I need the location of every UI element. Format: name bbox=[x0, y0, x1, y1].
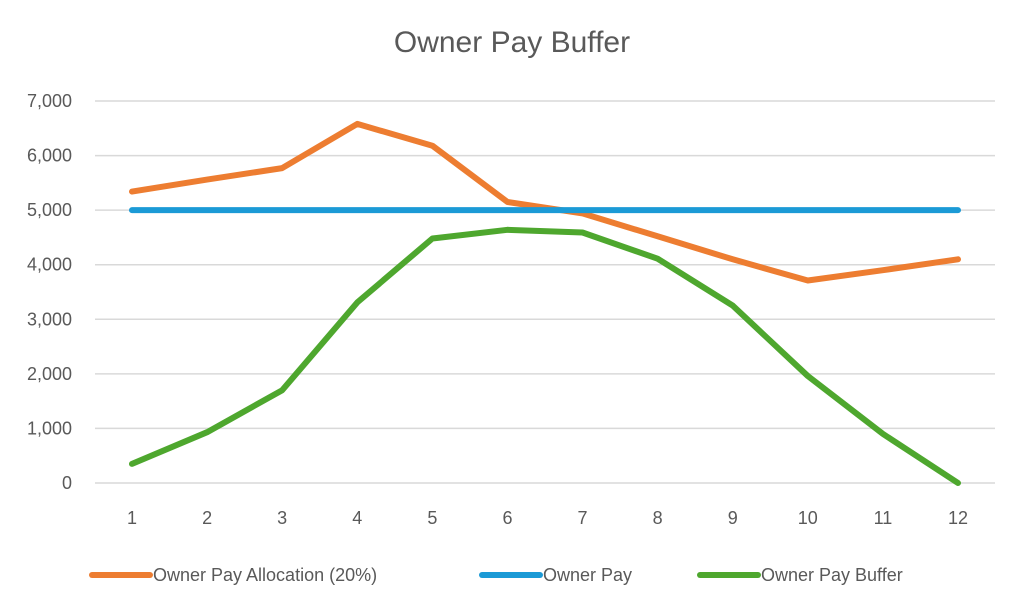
x-tick-label: 1 bbox=[127, 508, 137, 528]
series-line-2 bbox=[129, 226, 961, 486]
x-tick-label: 7 bbox=[578, 508, 588, 528]
y-tick-label: 2,000 bbox=[27, 364, 72, 384]
gridlines bbox=[95, 100, 995, 484]
x-tick-label: 6 bbox=[502, 508, 512, 528]
y-tick-label: 3,000 bbox=[27, 309, 72, 329]
x-tick-label: 12 bbox=[948, 508, 968, 528]
x-tick-label: 11 bbox=[874, 508, 893, 528]
y-axis-labels: 0 1,000 2,000 3,000 4,000 5,000 6,000 7,000 bbox=[27, 91, 72, 493]
x-axis-labels: 1 2 3 4 5 6 7 8 9 10 11 12 bbox=[127, 508, 968, 528]
x-tick-label: 10 bbox=[798, 508, 818, 528]
x-tick-label: 9 bbox=[728, 508, 738, 528]
legend-item-0: Owner Pay Allocation (20%) bbox=[89, 565, 377, 585]
legend-label: Owner Pay Allocation (20%) bbox=[153, 565, 377, 585]
x-tick-label: 3 bbox=[277, 508, 287, 528]
legend: Owner Pay Allocation (20%) Owner Pay Owner… bbox=[89, 565, 903, 585]
legend-label: Owner Pay Buffer bbox=[761, 565, 903, 585]
y-tick-label: 5,000 bbox=[27, 200, 72, 220]
y-tick-label: 4,000 bbox=[27, 255, 72, 275]
legend-label: Owner Pay bbox=[543, 565, 632, 585]
series-line-0 bbox=[129, 120, 961, 284]
legend-item-2: Owner Pay Buffer bbox=[697, 565, 903, 585]
x-tick-label: 8 bbox=[653, 508, 663, 528]
x-tick-label: 4 bbox=[352, 508, 362, 528]
x-tick-label: 2 bbox=[202, 508, 212, 528]
series-lines bbox=[129, 120, 961, 486]
y-tick-label: 6,000 bbox=[27, 146, 72, 166]
y-tick-label: 0 bbox=[62, 473, 72, 493]
chart-title: Owner Pay Buffer bbox=[394, 26, 630, 59]
y-tick-label: 7,000 bbox=[27, 91, 72, 111]
y-tick-label: 1,000 bbox=[27, 418, 72, 438]
legend-item-1: Owner Pay bbox=[479, 565, 632, 585]
x-tick-label: 5 bbox=[427, 508, 437, 528]
